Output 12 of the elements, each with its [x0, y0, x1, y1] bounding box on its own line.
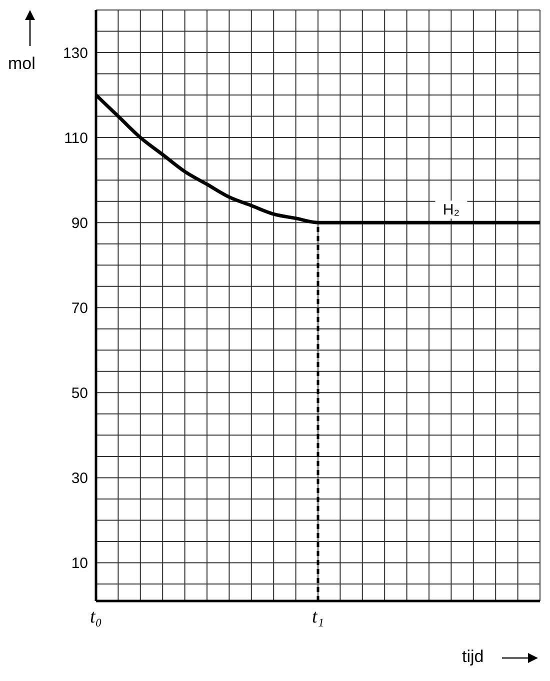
y-tick-label: 70	[71, 300, 88, 317]
y-tick-label: 110	[64, 130, 88, 147]
series-label: H₂	[442, 202, 460, 219]
y-tick-label: 10	[71, 555, 88, 572]
x-tick-label: t₁	[312, 606, 324, 628]
y-tick-label: 130	[62, 44, 88, 62]
y-tick-label: 50	[71, 384, 88, 402]
x-axis-title: tijd	[462, 647, 484, 667]
y-tick-label: 30	[71, 470, 88, 488]
x-tick-label: t₀	[90, 606, 102, 628]
y-tick-label: 90	[71, 214, 88, 232]
y-axis-title: mol	[8, 54, 36, 74]
